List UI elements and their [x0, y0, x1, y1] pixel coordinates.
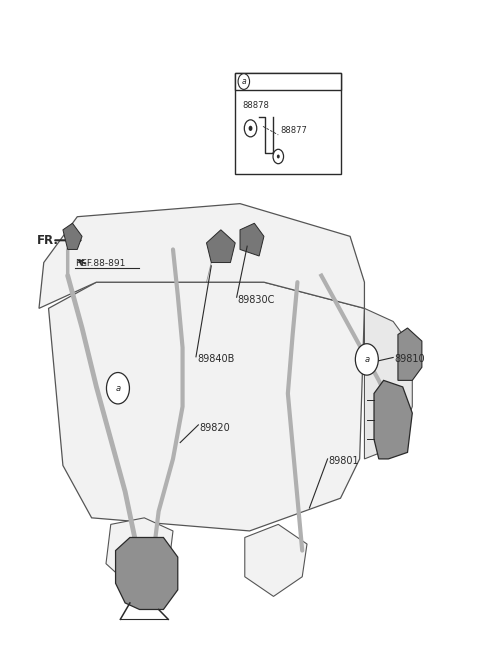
Bar [235, 73, 340, 91]
Circle shape [107, 373, 130, 404]
Polygon shape [240, 223, 264, 256]
Polygon shape [48, 282, 364, 531]
Text: 89840B: 89840B [197, 354, 234, 365]
Polygon shape [364, 308, 412, 459]
Text: 88877: 88877 [281, 126, 308, 134]
Circle shape [238, 73, 250, 89]
Text: 89820: 89820 [199, 422, 230, 432]
Polygon shape [106, 518, 173, 590]
Text: REF.88-891: REF.88-891 [75, 259, 125, 268]
Circle shape [277, 155, 280, 159]
Circle shape [273, 150, 284, 164]
Polygon shape [398, 328, 422, 380]
Circle shape [249, 126, 252, 131]
Text: a: a [364, 355, 370, 364]
Polygon shape [39, 203, 364, 308]
Polygon shape [245, 524, 307, 596]
Polygon shape [206, 230, 235, 262]
Text: FR.: FR. [36, 234, 59, 247]
Text: 89810: 89810 [394, 354, 425, 365]
Text: 88878: 88878 [242, 101, 269, 110]
Bar [235, 73, 340, 174]
Text: 89830C: 89830C [238, 295, 275, 305]
Text: a: a [241, 77, 246, 86]
Circle shape [244, 120, 257, 137]
Text: a: a [115, 384, 120, 393]
Polygon shape [63, 223, 82, 249]
Text: 89801: 89801 [328, 456, 359, 466]
Polygon shape [374, 380, 412, 459]
Polygon shape [116, 537, 178, 609]
Circle shape [355, 344, 378, 375]
